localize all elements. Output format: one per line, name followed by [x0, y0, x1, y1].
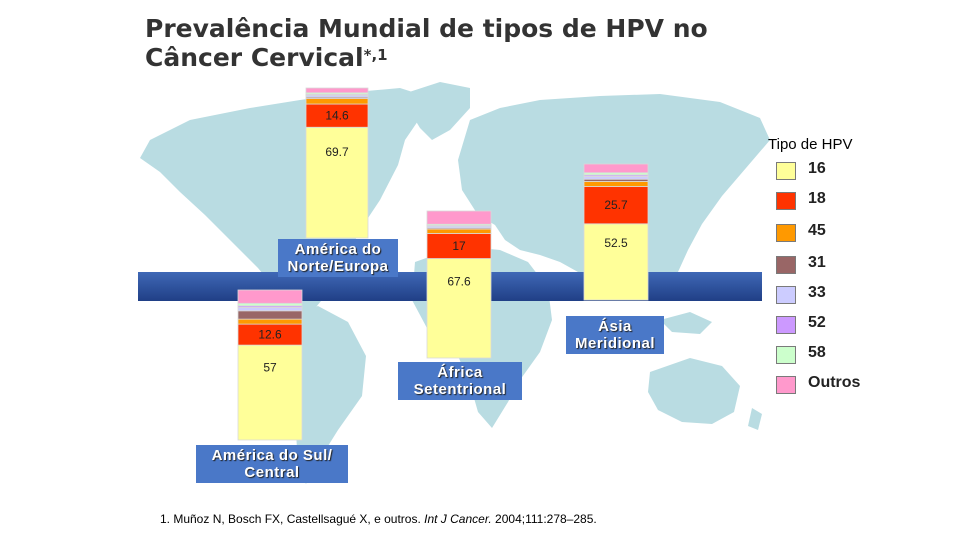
- bar-segment-hpv-33: [583, 175, 649, 180]
- legend-title: Tipo de HPV: [768, 136, 853, 153]
- title-superscript: *,1: [363, 46, 388, 64]
- data-label-hpv-16: 52.5: [604, 236, 628, 250]
- legend-swatch: [776, 256, 796, 274]
- region-label-line: Setentrional: [413, 381, 507, 398]
- data-label-hpv-16: 67.6: [447, 274, 471, 288]
- region-label-south-asia: Ásia Meridional: [566, 316, 664, 354]
- bar-segment-hpv-18: [583, 186, 649, 225]
- bar-segment-hpv-45: [305, 98, 369, 105]
- chart-title: Prevalência Mundial de tipos de HPV no C…: [145, 14, 708, 72]
- region-label-line: Norte/Europa: [287, 258, 389, 275]
- legend-swatch: [776, 224, 796, 242]
- legend-swatch: [776, 162, 796, 180]
- title-line-1: Prevalência Mundial de tipos de HPV no: [145, 14, 708, 43]
- legend-swatch: [776, 346, 796, 364]
- bar-segment-hpv-45: [426, 228, 492, 234]
- legend-swatch: [776, 286, 796, 304]
- bar-segment-hpv-16: [305, 126, 369, 239]
- region-label-line: Ásia: [598, 318, 632, 335]
- legend-label: 16: [808, 160, 826, 177]
- bar-segment-hpv-outros: [237, 289, 303, 304]
- legend-label: 18: [808, 190, 826, 207]
- bar-segment-hpv-outros: [583, 163, 649, 174]
- bar-segment-hpv-16: [426, 258, 492, 359]
- bar-segment-hpv-45: [583, 181, 649, 187]
- legend-label: 52: [808, 314, 826, 331]
- region-label-line: África: [437, 364, 483, 381]
- region-label-north-africa: África Setentrional: [398, 362, 522, 400]
- bar-segment-hpv-45: [237, 318, 303, 325]
- footnote-journal: Int J Cancer.: [424, 512, 492, 526]
- bar-segment-hpv-outros: [305, 87, 369, 94]
- legend-swatch: [776, 316, 796, 334]
- legend-swatch: [776, 192, 796, 210]
- bar-segment-hpv-16: [237, 344, 303, 441]
- legend-swatch: [776, 376, 796, 394]
- data-label-hpv-16: 57: [263, 360, 277, 374]
- region-label-south-central-america: América do Sul/ Central: [196, 445, 348, 483]
- data-label-hpv-16: 69.7: [325, 145, 349, 159]
- bar-segment-hpv-31: [237, 310, 303, 320]
- data-label-hpv-18: 14.6: [325, 109, 349, 123]
- bar-segment-hpv-outros: [426, 210, 492, 225]
- data-label-hpv-18: 25.7: [604, 198, 628, 212]
- stacked-bars: 69.7 14.6 57 12.6 67.6 17 52.5 25.7: [237, 87, 649, 441]
- region-label-line: Meridional: [574, 335, 655, 352]
- title-line-2-text: Câncer Cervical: [145, 43, 364, 72]
- bar-segment-hpv-16: [583, 223, 649, 301]
- title-line-2: Câncer Cervical*,1: [145, 43, 708, 72]
- data-label-hpv-18: 12.6: [258, 328, 282, 342]
- region-label-line: Central: [244, 464, 300, 481]
- footnote-authors: 1. Muñoz N, Bosch FX, Castellsagué X, e …: [160, 512, 425, 526]
- legend-label: 33: [808, 284, 826, 301]
- legend-label: 31: [808, 254, 826, 271]
- data-label-hpv-18: 17: [452, 239, 466, 253]
- region-label-line: América do: [294, 241, 382, 258]
- legend-label: 45: [808, 222, 826, 239]
- footnote: 1. Muñoz N, Bosch FX, Castellsagué X, e …: [160, 512, 597, 526]
- legend-label: Outros: [808, 374, 861, 391]
- footnote-citation: 2004;111:278–285.: [491, 512, 597, 526]
- region-label-north-america-europe: América do Norte/Europa: [278, 239, 398, 277]
- bar-segment-hpv-33: [237, 307, 303, 312]
- legend-label: 58: [808, 344, 826, 361]
- region-label-line: América do Sul/: [211, 447, 333, 464]
